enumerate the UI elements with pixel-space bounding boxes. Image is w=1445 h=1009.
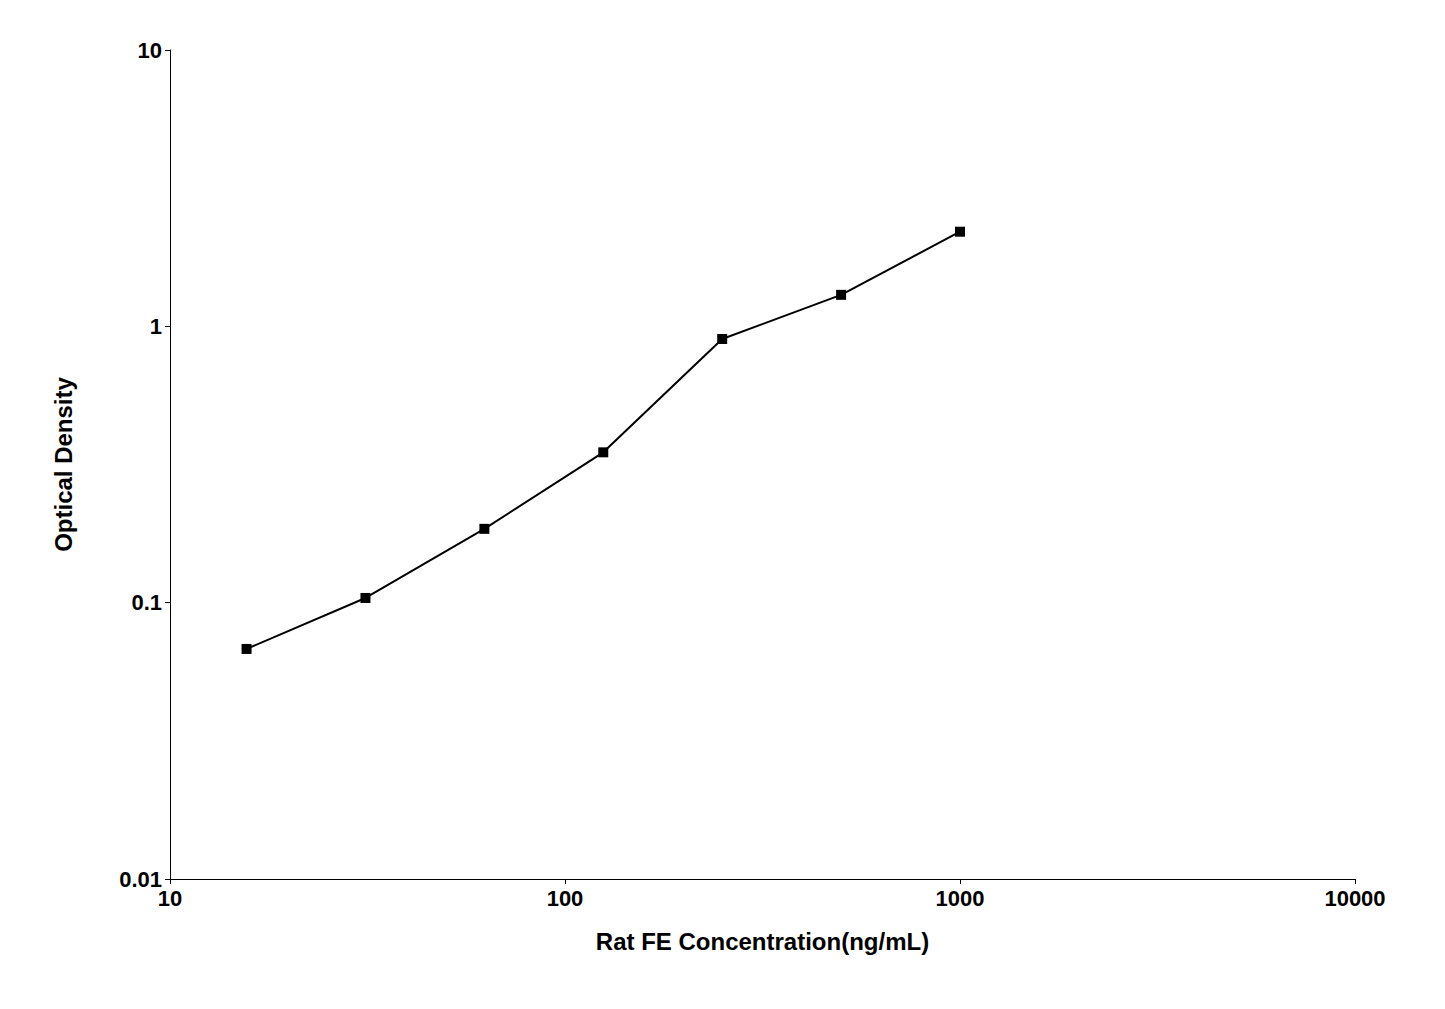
svg-text:10000: 10000: [1324, 886, 1385, 911]
svg-text:1: 1: [150, 314, 162, 339]
svg-text:0.01: 0.01: [119, 867, 162, 892]
svg-text:Optical Density: Optical Density: [50, 376, 77, 551]
svg-text:10: 10: [138, 38, 162, 63]
svg-text:10: 10: [158, 886, 182, 911]
svg-text:100: 100: [547, 886, 584, 911]
svg-text:1000: 1000: [936, 886, 985, 911]
svg-text:0.1: 0.1: [131, 590, 162, 615]
svg-text:Rat FE Concentration(ng/mL): Rat FE Concentration(ng/mL): [596, 928, 929, 955]
